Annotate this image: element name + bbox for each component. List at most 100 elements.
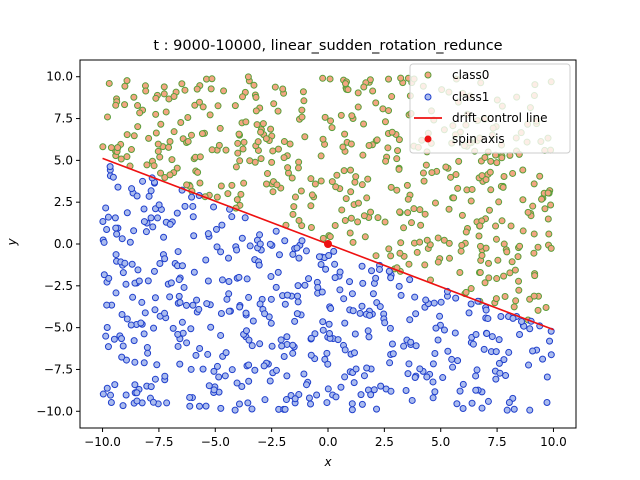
class1-point xyxy=(249,317,257,325)
class0-point xyxy=(450,194,458,202)
y-tick-label: 2.5 xyxy=(54,195,73,209)
class0-point xyxy=(319,74,327,82)
x-tick-label: 5.0 xyxy=(431,435,450,449)
class0-point xyxy=(493,275,501,283)
class1-point xyxy=(248,405,256,413)
class0-point xyxy=(341,217,349,225)
class1-point xyxy=(150,324,158,332)
class0-point xyxy=(114,144,122,152)
class0-point xyxy=(396,208,404,216)
class1-point xyxy=(225,278,233,286)
class1-point xyxy=(348,406,356,414)
class0-point xyxy=(420,177,428,185)
class1-point xyxy=(277,336,285,344)
class1-point xyxy=(117,335,125,343)
class0-point xyxy=(347,214,355,222)
class0-point xyxy=(99,143,107,151)
class1-point xyxy=(317,260,325,268)
class1-point xyxy=(238,234,246,242)
class1-point xyxy=(174,248,182,256)
class0-point xyxy=(295,158,303,166)
class0-point xyxy=(274,107,282,115)
class0-point xyxy=(288,174,296,182)
class1-point xyxy=(429,394,437,402)
class0-point xyxy=(534,243,542,251)
class1-point xyxy=(102,204,110,212)
class0-point xyxy=(107,144,115,152)
class1-point xyxy=(334,336,342,344)
class0-point xyxy=(134,102,142,110)
class0-point xyxy=(462,228,470,236)
class0-point xyxy=(233,196,241,204)
class1-point xyxy=(526,325,534,333)
class1-point xyxy=(147,214,155,222)
class0-point xyxy=(405,260,413,268)
class0-point xyxy=(289,210,297,218)
class0-point xyxy=(397,74,405,82)
legend-class1-marker xyxy=(424,93,432,101)
class0-point xyxy=(434,258,442,266)
class1-point xyxy=(370,386,378,394)
class1-point xyxy=(233,379,241,387)
class1-point xyxy=(459,405,467,413)
class0-point xyxy=(514,253,522,261)
class1-point xyxy=(358,262,366,270)
class1-point xyxy=(142,228,150,236)
class0-point xyxy=(446,254,453,262)
class1-point xyxy=(126,238,134,246)
x-tick-label: −2.5 xyxy=(257,435,286,449)
class0-point xyxy=(280,138,288,146)
class1-point xyxy=(294,298,302,306)
class1-point xyxy=(431,349,439,357)
y-tick-label: −10.0 xyxy=(36,404,73,418)
class1-point xyxy=(103,384,111,392)
class1-point xyxy=(482,306,490,314)
spin-axis-point xyxy=(324,240,332,248)
class0-point xyxy=(547,201,555,209)
class1-point xyxy=(373,405,381,413)
class1-point xyxy=(448,355,456,363)
class1-point xyxy=(305,394,313,402)
class1-point xyxy=(327,305,335,313)
class0-point xyxy=(252,107,260,115)
class0-point xyxy=(361,233,369,241)
class0-point xyxy=(365,141,373,149)
class1-point xyxy=(103,301,111,309)
class0-point xyxy=(538,195,546,203)
class1-point xyxy=(350,349,358,357)
class0-point xyxy=(487,186,495,194)
class1-point xyxy=(358,400,366,408)
class1-point xyxy=(272,366,280,374)
class0-point xyxy=(299,88,307,96)
class0-point xyxy=(215,141,223,149)
class0-point xyxy=(397,239,405,247)
class0-point xyxy=(294,164,302,172)
class0-point xyxy=(104,113,111,121)
class0-point xyxy=(214,102,222,110)
class0-point xyxy=(145,134,153,142)
class0-point xyxy=(274,145,282,153)
class1-point xyxy=(307,351,315,359)
class1-point xyxy=(215,373,223,381)
class1-point xyxy=(225,254,232,262)
class0-point xyxy=(178,80,186,88)
class1-point xyxy=(110,335,118,343)
class1-point xyxy=(472,386,480,394)
class1-point xyxy=(315,253,323,261)
class1-point xyxy=(267,273,275,281)
class1-point xyxy=(300,370,308,378)
class1-point xyxy=(112,251,120,259)
class1-point xyxy=(235,273,243,281)
class1-point xyxy=(332,393,340,401)
class1-point xyxy=(104,213,112,221)
class1-point xyxy=(225,307,233,315)
class1-point xyxy=(155,201,163,209)
class1-point xyxy=(293,244,301,252)
class0-point xyxy=(165,143,173,151)
class0-point xyxy=(396,249,404,257)
class0-point xyxy=(524,208,532,216)
class1-point xyxy=(195,305,203,313)
class1-point xyxy=(228,366,236,374)
class0-point xyxy=(360,212,368,220)
class0-point xyxy=(413,248,421,256)
